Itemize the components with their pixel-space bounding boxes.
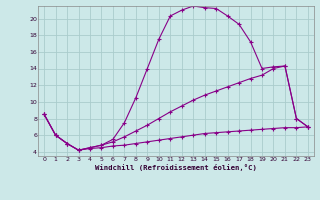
X-axis label: Windchill (Refroidissement éolien,°C): Windchill (Refroidissement éolien,°C) <box>95 164 257 171</box>
